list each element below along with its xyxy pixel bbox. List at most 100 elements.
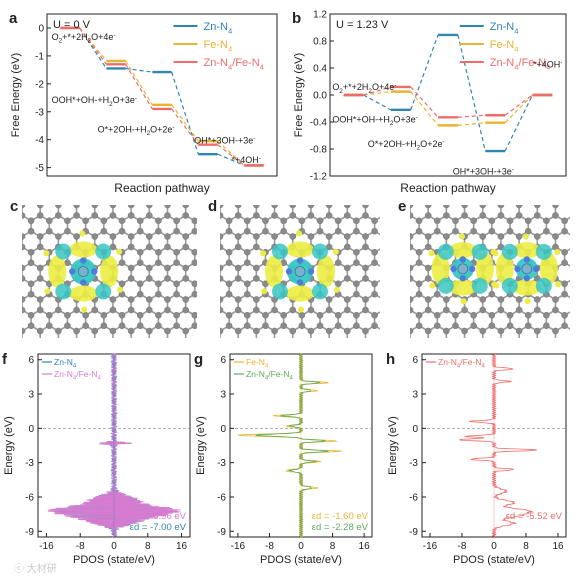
bond xyxy=(483,342,492,347)
x-tick-label: 0 xyxy=(491,541,497,552)
carbon-atom xyxy=(36,205,44,209)
carbon-atom xyxy=(326,338,332,344)
carbon-atom xyxy=(344,205,351,209)
bond xyxy=(95,342,104,347)
carbon-atom xyxy=(210,228,216,234)
carbon-atom xyxy=(415,290,423,298)
carbon-atom xyxy=(552,205,559,209)
isosurface-dot xyxy=(332,248,339,255)
carbon-atom xyxy=(183,359,189,365)
step-label: *+4OH-​ xyxy=(232,155,261,165)
carbon-atom xyxy=(253,233,260,240)
carbon-atom xyxy=(371,197,377,203)
carbon-atom xyxy=(36,243,44,251)
carbon-atom xyxy=(552,359,558,365)
carbon-atom xyxy=(334,322,342,330)
isosurface-cyan xyxy=(312,283,328,300)
carbon-atom xyxy=(534,359,540,365)
carbon-atom xyxy=(571,307,576,313)
carbon-atom xyxy=(127,327,135,335)
bond xyxy=(236,205,239,206)
carbon-atom xyxy=(28,344,34,350)
carbon-atom xyxy=(316,217,324,225)
carbon-atom xyxy=(398,260,404,266)
carbon-atom xyxy=(1,233,7,239)
carbon-atom xyxy=(410,275,414,282)
bond xyxy=(220,205,222,206)
legend-label: Zn-N4​/Fe-N4​ xyxy=(204,57,265,71)
carbon-atom xyxy=(552,296,559,303)
carbon-atom xyxy=(45,227,53,235)
carbon-atom xyxy=(334,259,342,267)
bond xyxy=(93,205,95,206)
ed-annotation: εd = -7.00 eV xyxy=(130,522,187,533)
bond xyxy=(392,310,401,315)
carbon-atom xyxy=(127,275,135,282)
energy-connector xyxy=(410,34,439,111)
carbon-atom xyxy=(452,227,459,235)
label-part: Zn-N xyxy=(438,357,457,367)
carbon-atom xyxy=(91,205,99,209)
carbon-atom xyxy=(199,296,205,302)
carbon-atom xyxy=(443,306,450,314)
carbon-atom xyxy=(543,217,550,225)
x-tick-label: 16 xyxy=(552,541,564,552)
x-axis-label: PDOS (state/eV) xyxy=(260,554,342,566)
carbon-atom xyxy=(552,370,558,376)
carbon-atom xyxy=(534,306,541,314)
label-part: 2 xyxy=(390,120,394,127)
carbon-atom xyxy=(55,212,62,219)
carbon-atom xyxy=(155,248,162,256)
bond xyxy=(410,278,411,280)
carbon-atom xyxy=(243,259,251,267)
carbon-atom xyxy=(208,344,214,350)
label-part: 2 xyxy=(339,88,343,95)
carbon-atom xyxy=(398,218,404,224)
carbon-atom xyxy=(381,296,387,302)
x-tick-label: -8 xyxy=(458,541,467,552)
bond xyxy=(347,342,356,347)
carbon-atom xyxy=(220,306,224,314)
y-tick-label: -1.2 xyxy=(310,172,328,183)
bond xyxy=(392,231,401,236)
nitrogen-atom xyxy=(459,256,466,263)
carbon-atom xyxy=(27,280,35,288)
bond xyxy=(184,205,186,206)
carbon-atom xyxy=(201,370,207,376)
carbon-atom xyxy=(281,186,287,192)
carbon-atom xyxy=(371,186,377,192)
carbon-atom xyxy=(136,322,144,330)
isosurface-cyan xyxy=(95,283,112,300)
carbon-atom xyxy=(118,322,126,330)
label-part: 4 xyxy=(289,376,293,382)
bond xyxy=(4,326,13,331)
carbon-atom xyxy=(515,306,523,314)
carbon-atom xyxy=(424,233,432,240)
carbon-atom xyxy=(22,296,26,303)
x-tick-label: -8 xyxy=(76,541,85,552)
carbon-atom xyxy=(433,311,441,319)
carbon-atom xyxy=(46,197,52,203)
label-part: 4 xyxy=(481,364,485,370)
carbon-atom xyxy=(362,233,369,240)
carbon-atom xyxy=(253,275,260,282)
bond xyxy=(202,310,211,315)
carbon-atom xyxy=(146,212,153,219)
label-part: 4 xyxy=(97,376,101,382)
step-label: O*+2OH-+H2​O+2e-​ xyxy=(98,124,175,137)
carbon-atom xyxy=(298,322,306,330)
carbon-atom xyxy=(109,306,117,314)
carbon-atom xyxy=(210,344,216,350)
carbon-atom xyxy=(434,197,440,203)
nitrogen-atom xyxy=(80,257,87,264)
y-tick-label: 3 xyxy=(220,390,226,401)
carbon-atom xyxy=(299,186,305,192)
carbon-atom xyxy=(27,322,35,330)
bond xyxy=(202,231,211,236)
isosurface-dot xyxy=(493,282,500,289)
carbon-atom xyxy=(381,233,387,239)
carbon-atom xyxy=(399,296,405,302)
bond xyxy=(428,342,437,347)
bond xyxy=(320,357,329,362)
carbon-atom xyxy=(353,217,360,225)
